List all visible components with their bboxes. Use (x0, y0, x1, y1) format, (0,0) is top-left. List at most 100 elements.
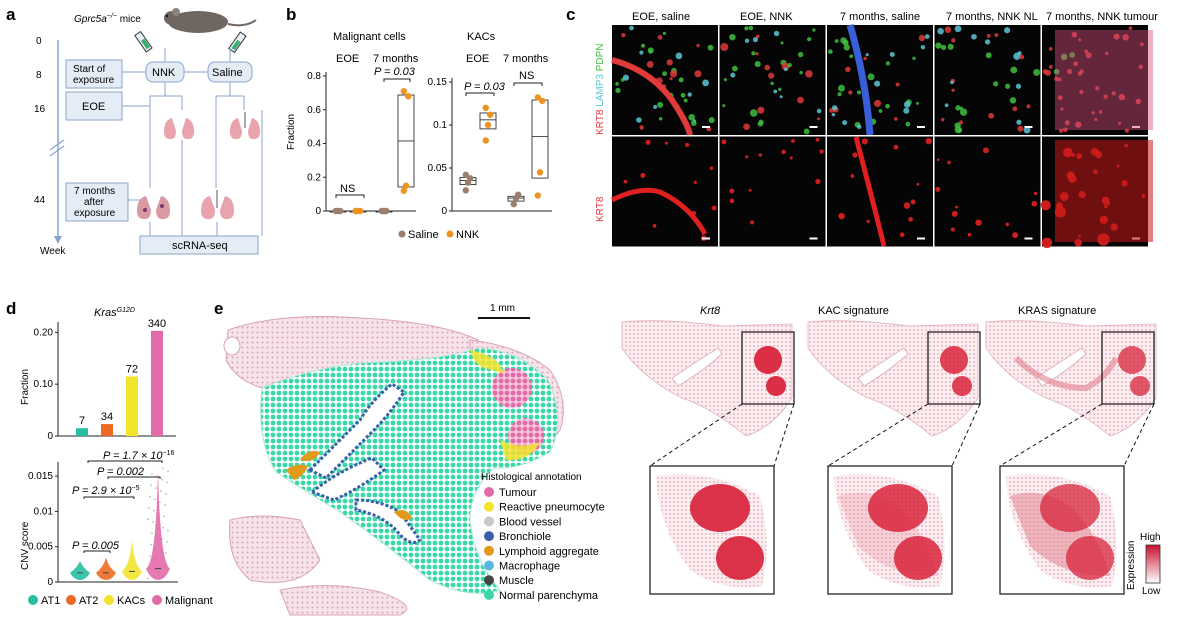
stain-spot (816, 108, 822, 114)
stain-spot (885, 61, 891, 66)
stain-spot (893, 144, 899, 150)
y-tick-label: 0.20 (34, 327, 54, 338)
stain-spot (903, 107, 910, 114)
legend-swatch (484, 516, 494, 527)
stain-spot (863, 56, 867, 61)
stain-spot (807, 37, 812, 42)
bar (151, 330, 163, 436)
stain-spot (849, 54, 854, 59)
eoe-box (65, 91, 123, 121)
stain-spot (749, 109, 758, 117)
stain-spot (732, 65, 738, 72)
data-point (402, 182, 410, 189)
stain-spot (1031, 200, 1038, 207)
stain-spot (1085, 52, 1092, 59)
data-point (482, 137, 489, 144)
tumour-expression (754, 346, 782, 374)
stain-spot (1111, 91, 1116, 96)
stain-spot (1113, 33, 1120, 40)
annot-ns: NS (340, 183, 355, 195)
histology-legend-title: Histological annotation (481, 472, 582, 483)
stain-spot (832, 105, 838, 111)
violin-cnv: 0 0.005 0.01 0.015 (28, 462, 178, 588)
panel-a: a Gprc5a−/− mice 0 8 16 44 Week S (6, 5, 263, 257)
stain-spot (905, 121, 911, 127)
violin (70, 560, 90, 580)
stain-spot (778, 87, 782, 92)
panel-letter-c: c (566, 5, 575, 24)
stain-spot (744, 38, 750, 43)
stain-spot (1103, 94, 1108, 99)
stain-spot (629, 25, 634, 31)
outlier-point (159, 501, 161, 504)
tumour-region (1055, 30, 1153, 130)
legend-swatch (484, 575, 494, 586)
stain-spot (648, 50, 653, 54)
stain-spot (1041, 237, 1053, 249)
stain-spot (924, 34, 930, 40)
stain-spot (791, 139, 795, 143)
annot-pvalue: P = 0.03 (464, 81, 506, 93)
data-point (337, 207, 344, 215)
group-label: 7 months (503, 53, 549, 65)
stain-spot (944, 26, 952, 33)
zoom-connector (773, 403, 795, 467)
stain-spot (787, 63, 792, 68)
subtitle-kacs: KACs (467, 31, 496, 43)
panel-b: b Malignant cells KACs EOE 7 months EOE … (286, 5, 552, 241)
data-point (482, 104, 489, 112)
tumour-expression (1040, 484, 1100, 532)
colorbar (1145, 544, 1161, 584)
tile-scalebar (702, 237, 710, 240)
legend-swatch-saline (398, 230, 406, 238)
stain-spot (916, 182, 920, 186)
y-tick-label: 0 (47, 431, 53, 442)
legend-swatch-malignant (152, 595, 162, 605)
outlier-point (153, 509, 155, 512)
stain-spot (685, 142, 690, 147)
stain-spot (708, 117, 715, 124)
stain-spot (709, 166, 714, 171)
stain-spot (1004, 27, 1011, 34)
expression-map (985, 320, 1157, 437)
legend-kacs: KACs (117, 595, 146, 607)
stain-spot (687, 92, 692, 97)
stain-spot (639, 50, 644, 55)
stain-spot (828, 49, 833, 54)
outlier-point (148, 506, 150, 509)
colorbar-high: High (1140, 532, 1161, 543)
stain-spot (755, 34, 760, 39)
tumour-expression (690, 484, 750, 532)
stain-spot (815, 178, 821, 185)
stain-spot (1054, 76, 1059, 82)
legend-label: Reactive pneumocyte (499, 502, 605, 514)
outlier-point (165, 492, 167, 495)
stain-spot (918, 34, 926, 42)
stain-spot (852, 152, 858, 158)
outlier-point (162, 467, 164, 470)
stain-spot (1010, 66, 1018, 74)
mouse-icon (164, 8, 257, 33)
stain-spot (893, 117, 898, 121)
start-exposure-line2: exposure (73, 75, 115, 86)
stain-spot (639, 125, 644, 130)
timepoint-label: 44 (34, 195, 46, 206)
y-tick-label: 0.8 (307, 71, 321, 82)
stain-spot (729, 33, 736, 41)
stain-spot (982, 147, 989, 154)
data-point (510, 200, 517, 208)
expression-region (1013, 355, 1119, 392)
stain-spot (819, 149, 824, 154)
stain-spot (947, 160, 951, 165)
stain-spot (622, 74, 629, 81)
stain-spot (1023, 126, 1031, 134)
stain-spot (755, 52, 759, 56)
stain-spot (867, 73, 875, 81)
stain-spot (1060, 53, 1068, 61)
zoom-box (1101, 331, 1155, 405)
stain-spot (1079, 89, 1084, 95)
outlier-point (161, 478, 163, 481)
data-point (400, 87, 407, 95)
stain-spot (1048, 64, 1053, 69)
airway-epithelium (853, 136, 887, 247)
